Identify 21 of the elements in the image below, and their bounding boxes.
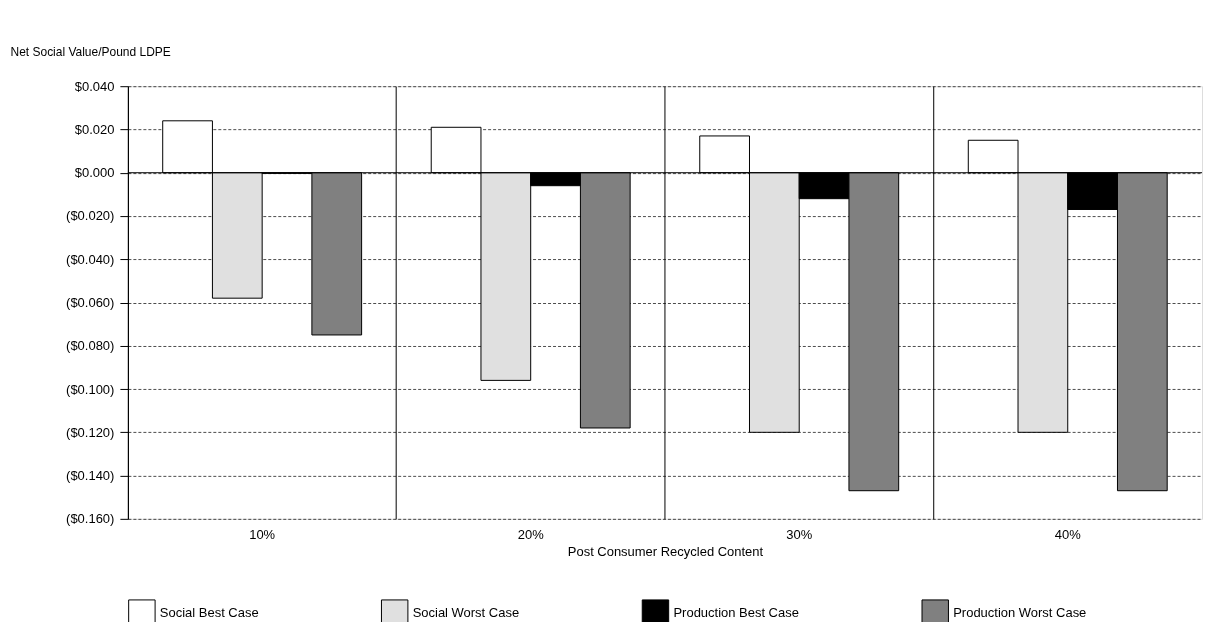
legend-label: Social Best Case [159, 605, 259, 621]
y-tick-label: ($0.040) [66, 251, 115, 267]
y-tick-label: $0.000 [74, 165, 115, 181]
x-tick-label: 40% [1054, 527, 1082, 543]
legend-label: Production Best Case [673, 605, 799, 621]
y-tick-label: ($0.100) [66, 381, 115, 397]
legend-label: Social Worst Case [412, 605, 520, 621]
x-tick-label: 10% [249, 527, 276, 543]
y-tick-label: ($0.140) [66, 468, 115, 484]
x-tick-label: 20% [517, 527, 545, 543]
x-axis-title: Post Consumer Recycled Content [567, 544, 764, 560]
y-tick-label: ($0.060) [66, 295, 115, 311]
y-axis-title: Net Social Value/Pound LDPE [10, 44, 171, 59]
y-tick-label: ($0.080) [66, 338, 115, 354]
y-tick-label: ($0.020) [66, 208, 115, 224]
x-tick-label: 30% [786, 527, 813, 543]
y-tick-label: $0.020 [74, 121, 115, 137]
legend-label: Production Worst Case [953, 605, 1087, 621]
y-tick-label: $0.040 [74, 78, 115, 94]
y-tick-label: ($0.160) [66, 511, 115, 527]
y-tick-label: ($0.120) [66, 424, 115, 440]
